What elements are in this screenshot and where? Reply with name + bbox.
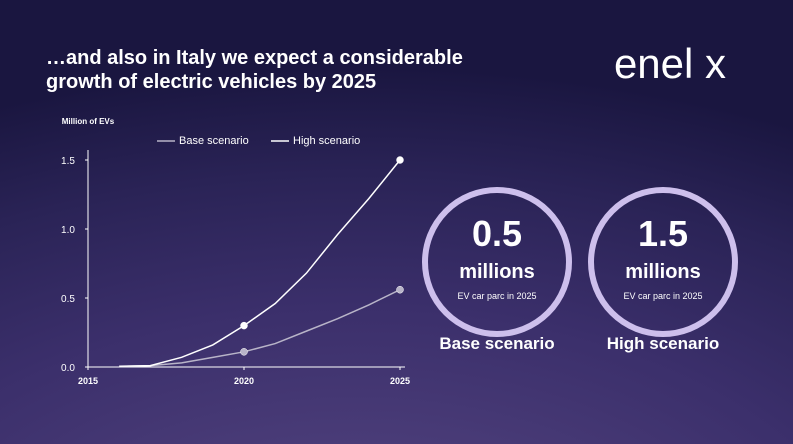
point-marker xyxy=(396,156,404,164)
stat-ring xyxy=(422,187,572,337)
x-tick-label: 2020 xyxy=(234,376,254,386)
stat-value: 0.5 xyxy=(472,213,522,254)
point-marker xyxy=(396,285,404,294)
stat-value: 1.5 xyxy=(638,213,688,254)
y-tick-label: 1.0 xyxy=(61,225,75,236)
x-tick-label: 2015 xyxy=(78,376,98,386)
legend-label: High scenario xyxy=(293,135,360,147)
stat-label: High scenario xyxy=(607,334,719,353)
title-line: …and also in Italy we expect a considera… xyxy=(46,47,463,93)
stat-ring xyxy=(588,187,738,337)
y-axis-label: Million of EVs xyxy=(62,117,115,126)
chart: Million of EVs 0.0 0.5 1.0 1.5 2015 2020 2025 Ba… xyxy=(61,117,410,386)
series-line xyxy=(119,289,401,368)
y-tick-label: 0.5 xyxy=(61,294,75,305)
logo: enel x xyxy=(614,40,726,87)
stat-caption: EV car parc in 2025 xyxy=(623,291,702,301)
x-tick-label: 2025 xyxy=(390,376,410,386)
stat-unit: millions xyxy=(459,261,535,283)
point-marker xyxy=(240,348,248,356)
stat-caption: EV car parc in 2025 xyxy=(457,291,536,301)
point-marker xyxy=(240,321,248,330)
legend-label: Base scenario xyxy=(179,135,249,147)
y-tick-label: 1.5 xyxy=(61,156,75,167)
y-tick-label: 0.0 xyxy=(61,363,75,374)
stats: 0.5 millions EV car parc in 2025 Base scena… xyxy=(422,187,738,353)
stat-unit: millions xyxy=(625,261,701,283)
stat-label: Base scenario xyxy=(439,334,554,353)
series-line xyxy=(119,159,401,368)
